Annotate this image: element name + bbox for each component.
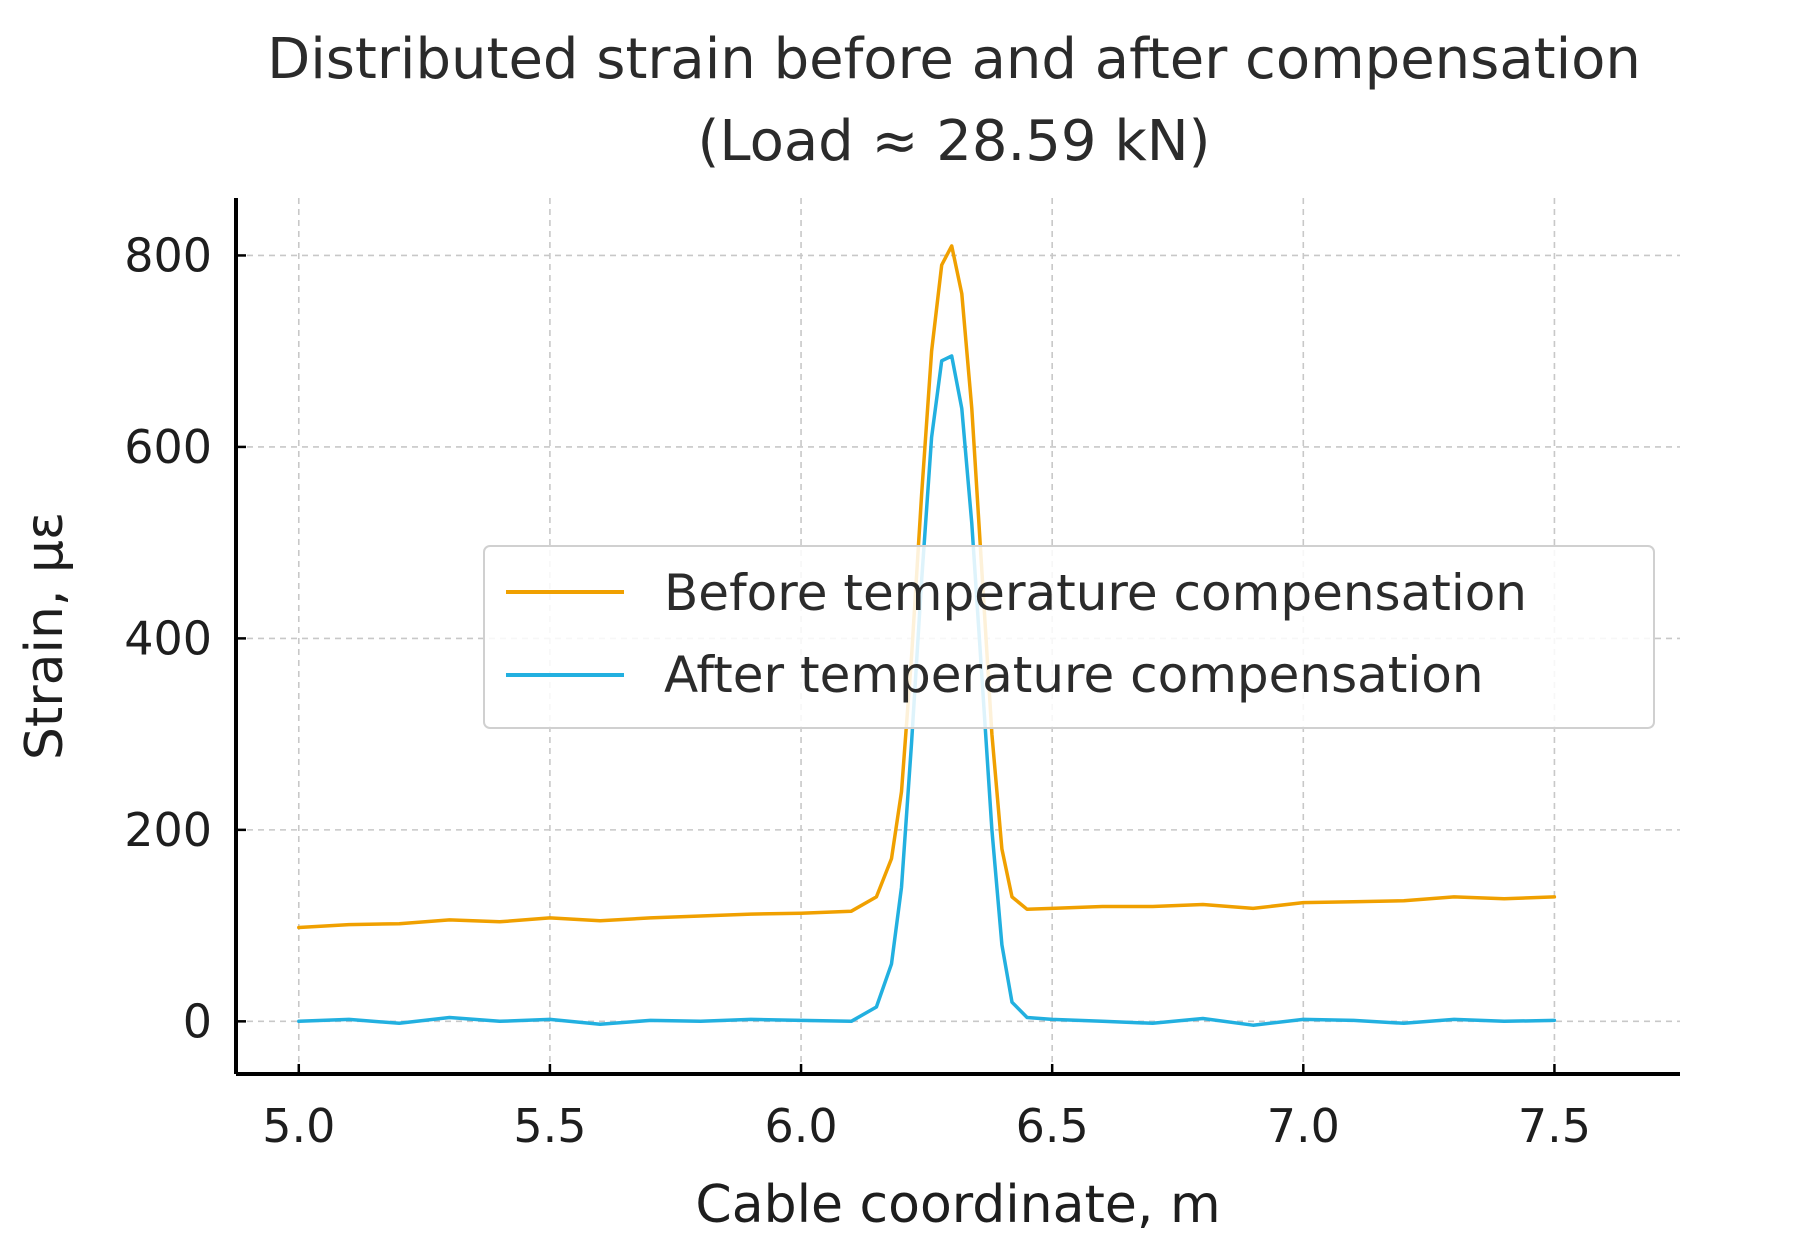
- chart-title-line-2: (Load ≈ 28.59 kN): [698, 109, 1211, 174]
- tick-marks: [236, 254, 1556, 1074]
- x-tick-label: 5.5: [513, 1099, 586, 1153]
- x-axis-label: Cable coordinate, m: [695, 1175, 1220, 1235]
- tick-labels: 5.0 5.5 6.0 6.5 7.0 7.5 0 200 400 600 800: [124, 228, 1591, 1153]
- x-tick-label: 7.0: [1267, 1099, 1340, 1153]
- chart-title-line-1: Distributed strain before and after comp…: [267, 27, 1641, 92]
- axes: [234, 198, 1680, 1076]
- legend-box: [483, 545, 1655, 729]
- x-tick-label: 5.0: [262, 1099, 335, 1153]
- legend-label-before: Before temperature compensation: [664, 564, 1527, 622]
- series-line-after: [297, 354, 1557, 1027]
- legend-label-after: After temperature compensation: [664, 646, 1484, 704]
- legend: Before temperature compensation After te…: [483, 545, 1655, 729]
- series-lines: [297, 244, 1557, 1027]
- y-axis-label: Strain, µε: [15, 512, 75, 760]
- x-tick-label: 6.5: [1016, 1099, 1089, 1153]
- y-tick-label: 200: [124, 803, 212, 857]
- x-tick-label: 6.0: [764, 1099, 837, 1153]
- x-tick-label: 7.5: [1518, 1099, 1591, 1153]
- y-tick-label: 400: [124, 611, 212, 665]
- y-tick-label: 0: [183, 994, 212, 1048]
- y-tick-label: 800: [124, 228, 212, 282]
- y-tick-label: 600: [124, 420, 212, 474]
- series-line-before: [297, 244, 1557, 930]
